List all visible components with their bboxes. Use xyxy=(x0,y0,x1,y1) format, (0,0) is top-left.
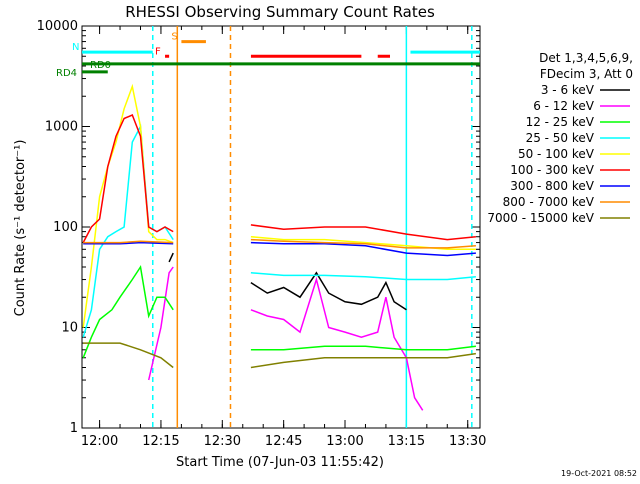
legend-entry-label: 50 - 100 keV xyxy=(518,147,595,161)
series-line-3 xyxy=(82,123,174,338)
x-tick-label: 13:30 xyxy=(449,434,486,449)
series-line-2 xyxy=(82,264,174,359)
y-tick-label: 1000 xyxy=(45,120,78,135)
x-tick-label: 12:15 xyxy=(142,434,179,449)
series-line-4 xyxy=(250,235,476,251)
series-line-0 xyxy=(168,252,174,263)
series-line-8 xyxy=(83,342,174,369)
series-line-1 xyxy=(250,276,424,411)
series-line-7 xyxy=(250,238,476,249)
series-line-1 xyxy=(147,266,174,381)
legend-entry-label: 300 - 800 keV xyxy=(510,179,594,193)
flag-label-n: N xyxy=(72,42,79,53)
series-line-6 xyxy=(83,241,174,245)
flag-label-rd4: RD4 xyxy=(56,68,77,79)
legend-entry-label: 3 - 6 keV xyxy=(541,83,595,97)
x-tick-label: 12:30 xyxy=(204,434,241,449)
y-tick-label: 100 xyxy=(53,220,78,235)
series-line-2 xyxy=(250,345,476,351)
x-tick-label: 13:00 xyxy=(326,434,363,449)
legend-entry-label: 7000 - 15000 keV xyxy=(487,211,594,225)
legend-entry-label: 800 - 7000 keV xyxy=(503,195,595,209)
legend-entry-label: 12 - 25 keV xyxy=(526,115,595,129)
series-line-3 xyxy=(250,272,476,281)
series-line-5 xyxy=(82,114,174,243)
legend-title-line-1: Det 1,3,4,5,6,9, xyxy=(539,51,633,65)
series-line-0 xyxy=(250,271,407,311)
y-axis-label: Count Rate (s⁻¹ detector⁻¹) xyxy=(13,140,28,317)
plot-area: 1 10 100 1000 10000 12:00 12:15 12:30 12:45 13:00… xyxy=(37,19,487,449)
legend-entry-label: 6 - 12 keV xyxy=(533,99,595,113)
x-axis-label: Start Time (07-Jun-03 11:55:42) xyxy=(176,455,384,470)
footer-date: 19-Oct-2021 08:52 xyxy=(561,469,637,478)
legend-entry-label: 100 - 300 keV xyxy=(510,163,594,177)
legend-entry-label: 25 - 50 keV xyxy=(526,131,595,145)
flag-label-rd0: RD0 xyxy=(90,60,111,71)
y-tick-label: 10 xyxy=(61,321,78,336)
y-tick-label: 1 xyxy=(70,421,78,436)
legend: 3 - 6 keV 6 - 12 keV 12 - 25 keV 25 - 50 ke… xyxy=(487,83,630,225)
flag-label-s: S xyxy=(171,32,177,43)
x-tick-label: 12:00 xyxy=(81,434,118,449)
x-tick-label: 13:15 xyxy=(388,434,425,449)
series-line-5 xyxy=(250,224,476,241)
series-line-6 xyxy=(250,241,476,257)
series-line-8 xyxy=(250,352,477,369)
series-line-7 xyxy=(83,240,174,244)
y-tick-label: 10000 xyxy=(37,19,78,34)
legend-title-line-2: FDecim 3, Att 0 xyxy=(540,67,633,81)
x-tick-label: 12:45 xyxy=(265,434,302,449)
chart-title: RHESSI Observing Summary Count Rates xyxy=(125,3,435,21)
plot-frame xyxy=(81,25,481,429)
series-line-4 xyxy=(82,83,174,328)
flag-label-f: F xyxy=(155,46,161,57)
